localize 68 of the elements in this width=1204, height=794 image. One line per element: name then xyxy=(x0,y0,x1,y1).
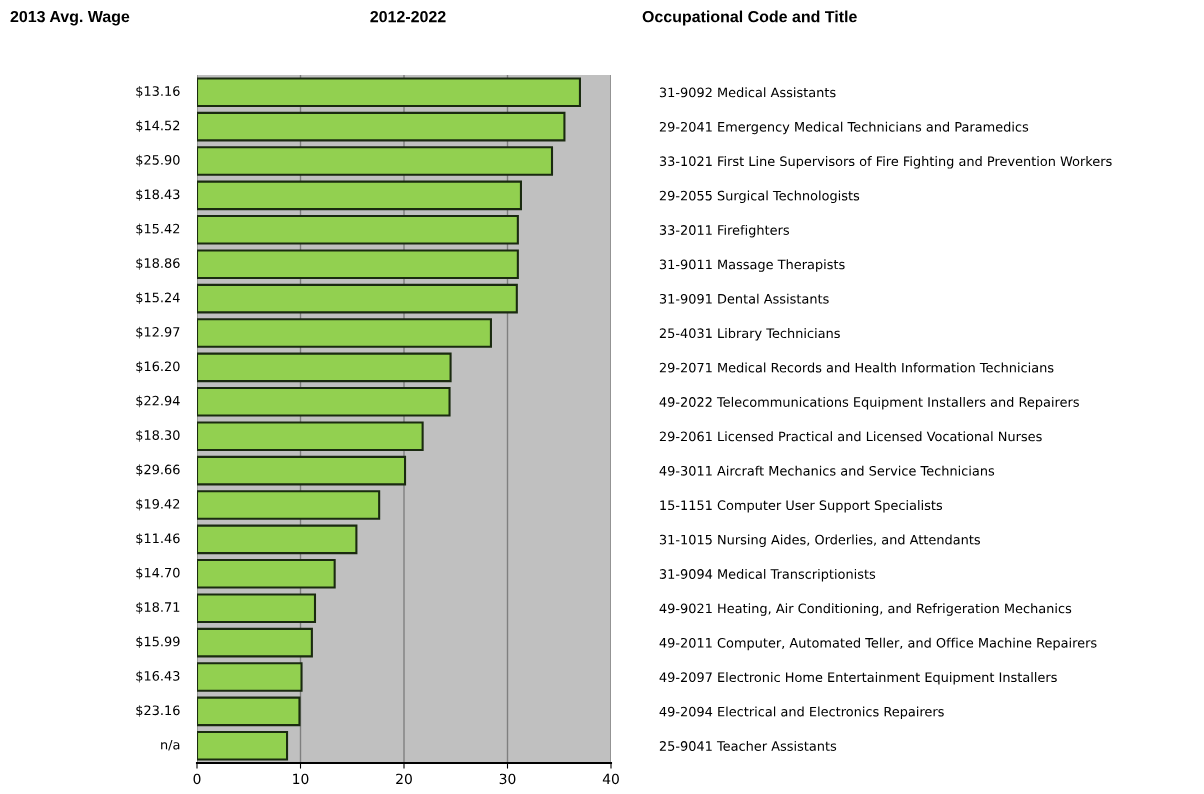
text: $13.16 xyxy=(136,85,180,98)
x-tick-label: 30 xyxy=(499,773,516,785)
text: n/a xyxy=(161,739,180,751)
bar xyxy=(197,421,424,451)
bar xyxy=(197,283,518,314)
y-tick-label: 25-9041 Teacher Assistants xyxy=(659,740,837,751)
y-tick-label: 31-9091 Dental Assistants xyxy=(659,293,829,304)
text: $14.52 xyxy=(136,120,180,133)
x-tick-label: 40 xyxy=(602,773,619,785)
bar xyxy=(197,111,566,142)
y-tick-label: 49-2097 Electronic Home Entertainment Equipment Installers xyxy=(659,672,1057,685)
bar xyxy=(197,180,522,211)
bar xyxy=(197,490,381,520)
y-tick-label: 33-2011 Firefighters xyxy=(659,224,789,238)
text: $29.66 xyxy=(136,464,180,477)
y2-axis-title: Occupational Code and Title xyxy=(642,10,857,26)
text: $15.42 xyxy=(136,223,180,236)
y-tick-label: 29-2061 Licensed Practical and Licensed Vocational Nurses xyxy=(659,431,1042,442)
text: $15.24 xyxy=(136,292,180,305)
text: $25.90 xyxy=(136,154,180,167)
x-tick-label: 20 xyxy=(396,773,412,785)
text: $23.16 xyxy=(136,705,180,717)
bar xyxy=(197,662,303,692)
text: $18.86 xyxy=(136,257,180,270)
text: $16.43 xyxy=(136,670,180,683)
bar xyxy=(197,696,301,727)
text: $12.97 xyxy=(136,326,180,339)
text: $18.71 xyxy=(136,601,180,614)
bar xyxy=(197,455,407,486)
text: $22.94 xyxy=(136,395,180,408)
bar xyxy=(197,215,519,245)
x-tick-label: 10 xyxy=(293,773,309,785)
text: $18.43 xyxy=(136,189,180,201)
text: $16.20 xyxy=(136,361,180,373)
chart-title: 2012-2022 xyxy=(370,10,446,23)
bar xyxy=(197,731,289,761)
text: $14.70 xyxy=(136,567,180,580)
y-tick-label: 29-2055 Surgical Technologists xyxy=(659,190,860,203)
y-tick-label: 49-2011 Computer, Automated Teller, and Office Machine Repairers xyxy=(659,637,1097,651)
bar xyxy=(197,559,336,589)
bar xyxy=(197,318,492,348)
x-tick-label: 0 xyxy=(193,773,201,785)
bar xyxy=(197,77,581,107)
y-tick-label: 31-9011 Massage Therapists xyxy=(659,259,845,272)
text: $18.30 xyxy=(136,429,180,442)
y-tick-label: 29-2071 Medical Records and Health Information Technicians xyxy=(659,362,1054,373)
y-tick-label: 25-4031 Library Technicians xyxy=(659,328,840,341)
bar xyxy=(197,593,317,623)
bar xyxy=(197,146,554,176)
y-tick-label: 49-9021 Heating, Air Conditioning, and Refrigeration Mechanics xyxy=(659,603,1072,616)
y-tick-label: 49-3011 Aircraft Mechanics and Service Technicians xyxy=(659,465,995,476)
y-tick-label: 29-2041 Emergency Medical Technicians and Paramedics xyxy=(659,121,1029,135)
y-tick-label: 31-9092 Medical Assistants xyxy=(659,87,836,98)
bar xyxy=(197,352,452,383)
text: $15.99 xyxy=(136,636,180,649)
text: $11.46 xyxy=(136,533,180,545)
y-tick-label: 33-1021 First Line Supervisors of Fire Fighting and Prevention Workers xyxy=(659,156,1112,169)
bar xyxy=(197,249,519,279)
y-tick-label: 31-9094 Medical Transcriptionists xyxy=(659,568,876,582)
bar xyxy=(197,524,358,555)
text: $19.42 xyxy=(136,498,180,511)
bar xyxy=(197,627,313,658)
y-tick-label: 49-2094 Electrical and Electronics Repairers xyxy=(659,706,944,719)
y-tick-label: 31-1015 Nursing Aides, Orderlies, and Attendants xyxy=(659,534,980,547)
text: 2013 Avg. Wage xyxy=(10,10,130,26)
y-tick-label: 15-1151 Computer User Support Specialists xyxy=(660,500,943,513)
y-tick-label: 49-2022 Telecommunications Equipment Installers and Repairers xyxy=(659,396,1079,410)
bar xyxy=(197,387,451,417)
